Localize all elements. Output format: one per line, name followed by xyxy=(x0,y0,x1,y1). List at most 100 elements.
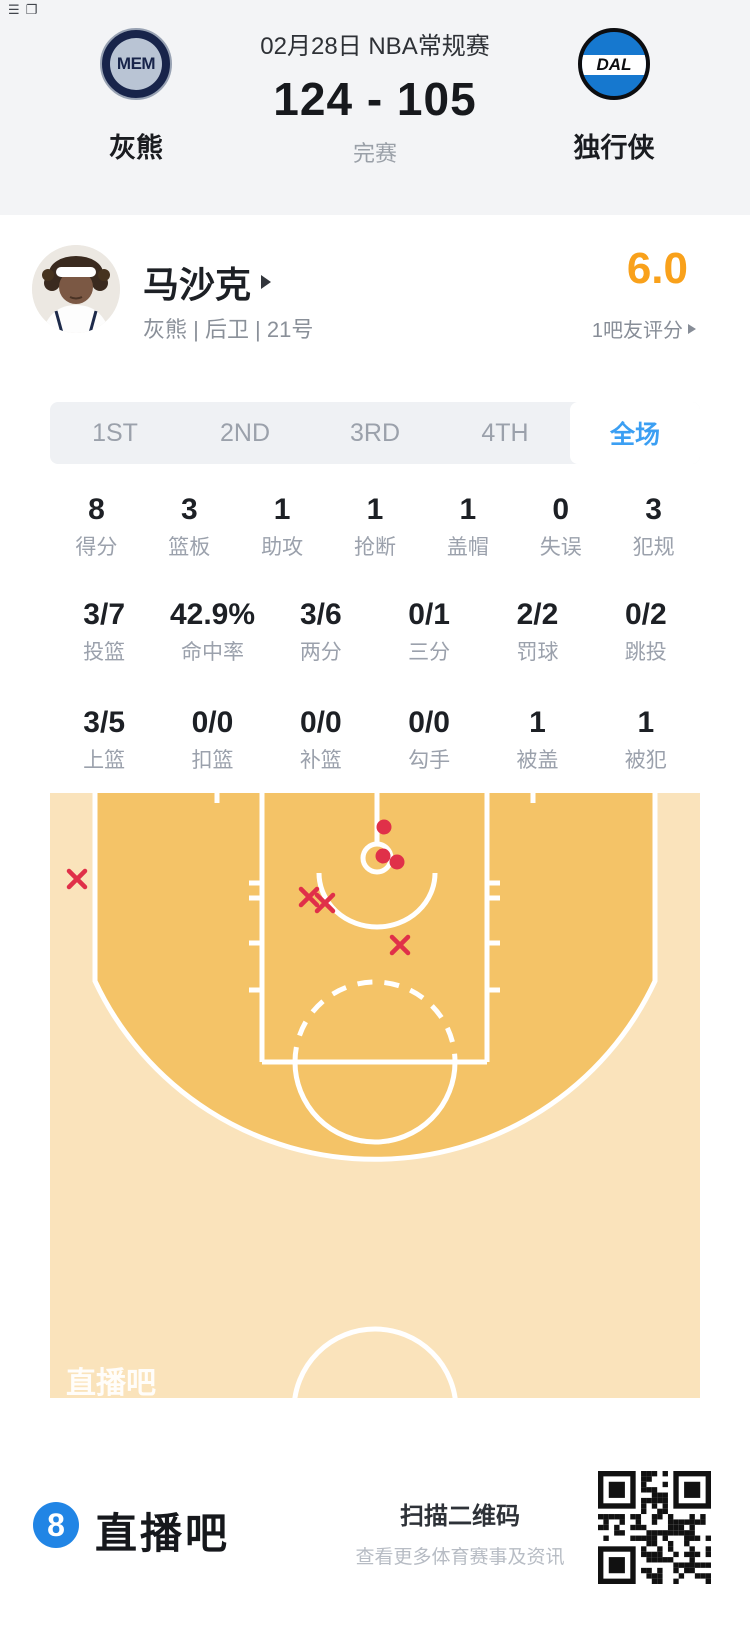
logo-badge: 8 xyxy=(47,1506,65,1543)
stat-label: 犯规 xyxy=(632,536,675,559)
stat-assists: 1 助攻 xyxy=(236,493,329,560)
team-home-logo-icon: MEM xyxy=(100,28,172,100)
team-away-abbr: DAL xyxy=(596,55,632,74)
team-away-logo-icon: DAL xyxy=(578,28,650,100)
stat-ft: 2/2 罚球 xyxy=(483,598,591,665)
stat-blocks: 1 盖帽 xyxy=(421,493,514,560)
stat-turnovers: 0 失误 xyxy=(514,493,607,560)
rating-label: 1吧友评分 xyxy=(591,320,683,342)
chevron-right-icon xyxy=(261,275,272,289)
stat-label: 抢断 xyxy=(354,536,396,559)
stat-rebounds: 3 篮板 xyxy=(143,493,236,560)
stat-label: 盖帽 xyxy=(446,536,489,559)
stat-label: 三分 xyxy=(408,641,451,664)
missed-shot-x xyxy=(298,886,320,908)
player-avatar[interactable] xyxy=(32,245,120,333)
team-home[interactable]: MEM 灰熊 xyxy=(78,28,194,165)
stat-label: 被盖 xyxy=(516,749,559,772)
tab-1st[interactable]: 1ST xyxy=(92,418,138,447)
chevron-right-icon xyxy=(688,323,696,334)
player-photo xyxy=(32,245,120,333)
missed-shot-x xyxy=(314,892,336,914)
stat-fouls: 3 犯规 xyxy=(607,493,700,560)
stat-value: 1 xyxy=(529,706,546,739)
stat-label: 失误 xyxy=(539,536,582,559)
window-icon[interactable]: ❐ xyxy=(25,2,44,17)
team-away-name: 独行侠 xyxy=(573,133,655,163)
browser-chrome-icons[interactable]: ☰❐ xyxy=(8,2,43,18)
tab-full-game[interactable]: 全场 xyxy=(570,402,700,464)
player-rating-link[interactable]: 1吧友评分 xyxy=(480,314,696,343)
menu-icon[interactable]: ☰ xyxy=(8,2,26,17)
stats-row-shooting: 3/7 投篮 42.9% 命中率 3/6 两分 0/1 三分 2/2 罚球 0/2 跳投 xyxy=(50,598,700,665)
stat-label: 勾手 xyxy=(408,749,451,772)
qr-title: 扫描二维码 xyxy=(400,1503,520,1530)
stat-fouled: 1 被犯 xyxy=(592,706,700,773)
stat-label: 篮板 xyxy=(168,536,211,559)
stat-value: 0 xyxy=(552,493,570,526)
stat-label: 被犯 xyxy=(624,749,667,772)
stat-blocked: 1 被盖 xyxy=(483,706,591,773)
stat-label: 补篮 xyxy=(299,749,342,772)
stats-row-basic: 8 得分 3 篮板 1 助攻 1 抢断 1 盖帽 0 失误 3 犯规 xyxy=(50,493,700,560)
stat-3pt: 0/1 三分 xyxy=(375,598,483,665)
match-date-competition: 02月28日 NBA常规赛 xyxy=(260,33,490,60)
stat-steals: 1 抢断 xyxy=(329,493,422,560)
zhibo8-brand-text: 直播吧 xyxy=(95,1510,231,1557)
stat-tipin: 0/0 补篮 xyxy=(267,706,375,773)
match-score: 124 - 105 xyxy=(273,73,477,125)
stat-value: 2/2 xyxy=(516,598,559,631)
stat-label: 两分 xyxy=(299,641,342,664)
team-home-abbr: MEM xyxy=(116,54,156,73)
player-rating: 6.0 xyxy=(626,244,688,293)
court-watermark: 直播吧 xyxy=(66,1367,156,1398)
stat-value: 1 xyxy=(366,493,384,526)
stat-label: 罚球 xyxy=(516,641,559,664)
stat-points: 8 得分 xyxy=(50,493,143,560)
qr-subtitle: 查看更多体育赛事及资讯 xyxy=(355,1547,565,1568)
stat-value: 3/6 xyxy=(299,598,342,631)
quarter-tabs: 1ST 2ND 3RD 4TH 全场 xyxy=(50,402,700,464)
stat-label: 投篮 xyxy=(83,641,126,664)
stat-hook: 0/0 勾手 xyxy=(375,706,483,773)
player-name-link[interactable]: 马沙克 xyxy=(143,256,272,308)
stat-value: 0/0 xyxy=(299,706,342,739)
missed-shot-x xyxy=(66,868,88,890)
stat-value: 0/1 xyxy=(408,598,450,631)
stat-value: 3 xyxy=(645,493,662,526)
stat-layup: 3/5 上篮 xyxy=(50,706,158,773)
stats-row-detail: 3/5 上篮 0/0 扣篮 0/0 补篮 0/0 勾手 1 被盖 1 被犯 xyxy=(50,706,700,773)
made-shot-dot xyxy=(376,819,392,835)
stat-label: 得分 xyxy=(75,536,118,559)
made-shot-dot xyxy=(375,848,391,864)
stat-label: 命中率 xyxy=(180,641,244,664)
stat-value: 0/2 xyxy=(624,598,667,631)
stat-value: 0/0 xyxy=(408,706,450,739)
stat-label: 上篮 xyxy=(83,749,126,772)
shot-chart-court: 直播吧 xyxy=(50,793,700,1398)
stat-jumpshot: 0/2 跳投 xyxy=(592,598,700,665)
team-away[interactable]: DAL 独行侠 xyxy=(556,28,672,165)
stat-2pt: 3/6 两分 xyxy=(267,598,375,665)
match-status: 完赛 xyxy=(352,141,397,166)
stat-label: 扣篮 xyxy=(191,749,234,772)
tab-2nd[interactable]: 2ND xyxy=(219,418,270,447)
stat-value: 8 xyxy=(88,493,105,526)
stat-fg-pct: 42.9% 命中率 xyxy=(158,598,266,665)
qr-code xyxy=(598,1471,711,1584)
stat-value: 1 xyxy=(273,493,291,526)
stat-value: 3 xyxy=(180,493,198,526)
stat-dunk: 0/0 扣篮 xyxy=(158,706,266,773)
match-header: ☰❐ 02月28日 NBA常规赛 124 - 105 完赛 MEM 灰熊 DAL… xyxy=(0,0,750,215)
shot-markers xyxy=(66,819,411,956)
missed-shot-x xyxy=(389,934,411,956)
stat-label: 跳投 xyxy=(624,641,667,664)
qr-caption: 扫描二维码 查看更多体育赛事及资讯 xyxy=(355,1496,565,1569)
made-shot-dot xyxy=(389,854,405,870)
tab-4th[interactable]: 4TH xyxy=(481,418,529,447)
stat-fg: 3/7 投篮 xyxy=(50,598,158,665)
team-home-name: 灰熊 xyxy=(109,133,163,163)
tab-3rd[interactable]: 3RD xyxy=(349,418,400,447)
zhibo8-logo-icon[interactable]: 8 xyxy=(33,1502,79,1548)
